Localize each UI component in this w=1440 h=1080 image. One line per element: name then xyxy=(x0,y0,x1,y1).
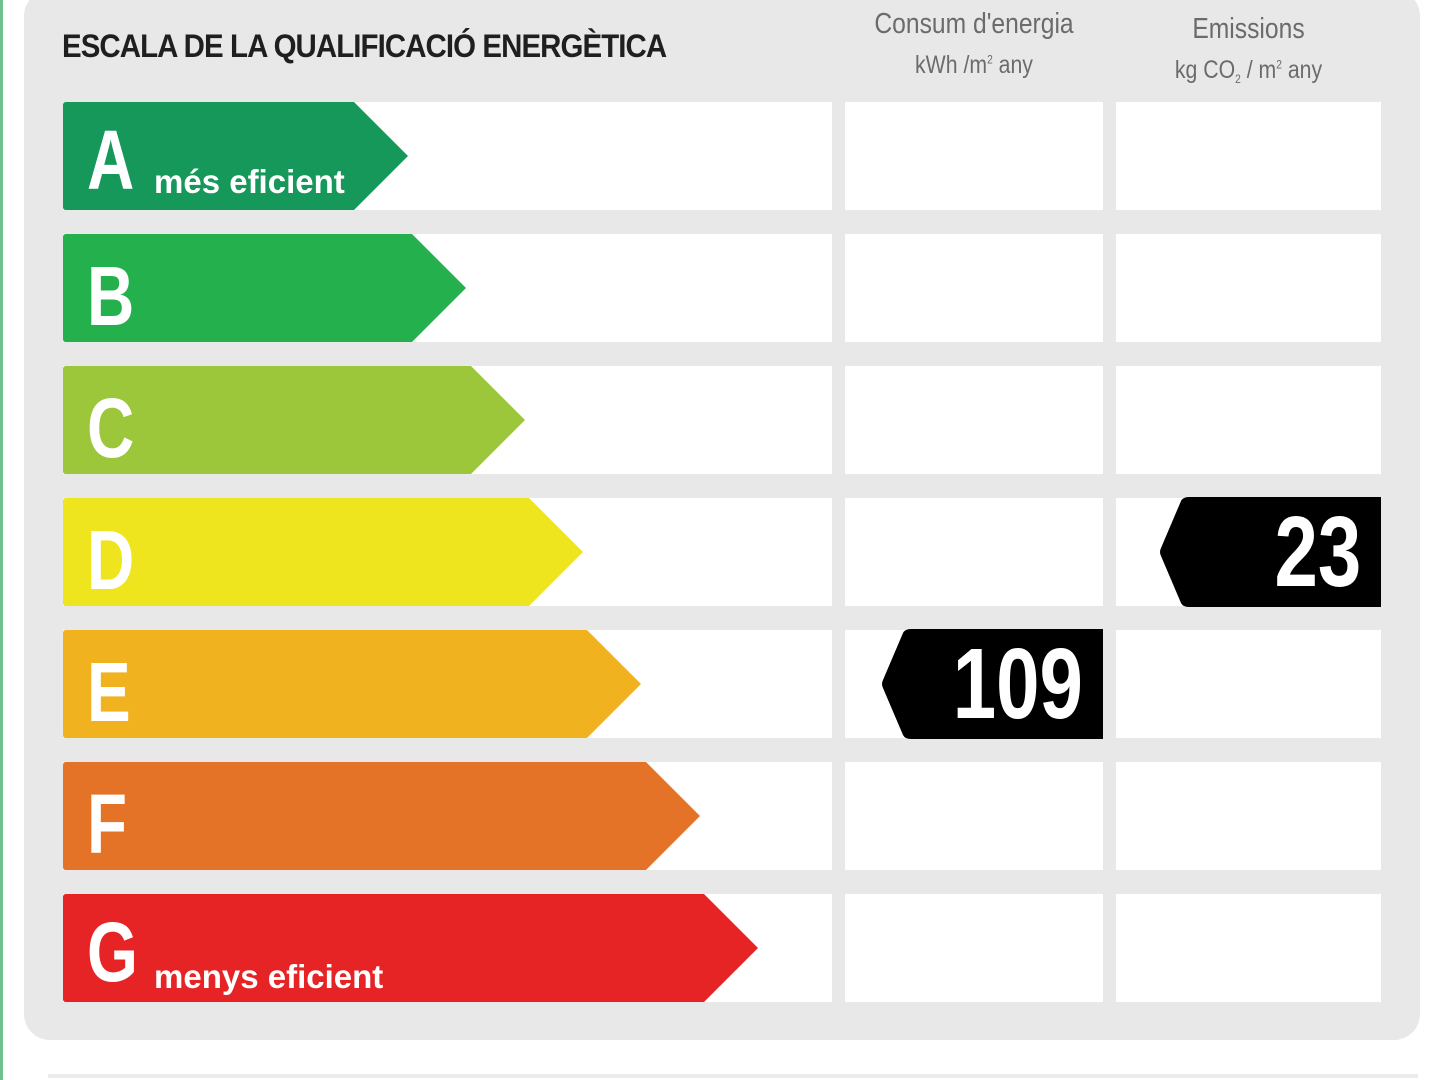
band-arrow-svg-d xyxy=(63,498,583,606)
rating-tag-svg-emissions xyxy=(1160,497,1381,607)
band-arrow-g xyxy=(63,894,758,1002)
band-arrow-svg-f xyxy=(63,762,700,870)
band-e: E xyxy=(63,630,643,738)
band-arrow-svg-b xyxy=(63,234,466,342)
consum-cell-b xyxy=(845,234,1103,342)
column-unit-emissions: kg CO2 / m2 any xyxy=(1174,56,1323,86)
emissions-cell-e xyxy=(1116,630,1381,738)
band-f: F xyxy=(63,762,702,870)
bottom-rule xyxy=(48,1074,1418,1078)
band-letter-g: G xyxy=(87,905,138,999)
rating-tag-shape-consum xyxy=(882,629,1103,739)
emissions-cell-g xyxy=(1116,894,1381,1002)
rating-value-emissions: 23 xyxy=(1274,496,1361,608)
band-arrow-e xyxy=(63,630,641,738)
column-title-consum: Consum d'energia xyxy=(874,8,1074,40)
emissions-cell-c xyxy=(1116,366,1381,474)
emissions-cell-b xyxy=(1116,234,1381,342)
emissions-cell-f xyxy=(1116,762,1381,870)
band-letter-d: D xyxy=(87,513,135,607)
band-arrow-a xyxy=(63,102,408,210)
band-d: D xyxy=(63,498,585,606)
consum-cell-g xyxy=(845,894,1103,1002)
rating-tag-emissions: 23 xyxy=(1159,497,1381,607)
band-arrow-svg-g xyxy=(63,894,758,1002)
band-letter-a: A xyxy=(87,113,135,207)
consum-cell-a xyxy=(845,102,1103,210)
rating-tag-consum: 109 xyxy=(881,629,1103,739)
band-arrow-d xyxy=(63,498,583,606)
band-letter-f: F xyxy=(87,777,128,871)
chart-title: ESCALA DE LA QUALIFICACIÓ ENERGÈTICA xyxy=(62,28,667,64)
emissions-cell-a xyxy=(1116,102,1381,210)
rating-tag-svg-consum xyxy=(882,629,1103,739)
left-edge-line xyxy=(0,0,3,1080)
band-arrow-f xyxy=(63,762,700,870)
band-arrow-svg-a xyxy=(63,102,408,210)
band-c: C xyxy=(63,366,527,474)
band-arrow-b xyxy=(63,234,466,342)
band-letter-b: B xyxy=(87,249,135,343)
column-header-emissions: Emissions kg CO2 / m2 any xyxy=(1136,13,1361,86)
consum-cell-c xyxy=(845,366,1103,474)
rating-value-consum: 109 xyxy=(952,628,1083,740)
band-label-g: menys eficient xyxy=(154,958,384,995)
rating-tag-shape-emissions xyxy=(1160,497,1381,607)
band-b: B xyxy=(63,234,468,342)
band-arrow-svg-c xyxy=(63,366,525,474)
consum-cell-f xyxy=(845,762,1103,870)
column-header-consum: Consum d'energia kWh /m2 any xyxy=(864,10,1083,78)
band-letter-c: C xyxy=(87,381,135,475)
consum-cell-d xyxy=(845,498,1103,606)
band-arrow-c xyxy=(63,366,525,474)
column-title-emissions: Emissions xyxy=(1192,13,1305,45)
band-letter-e: E xyxy=(87,645,131,739)
band-arrow-svg-e xyxy=(63,630,641,738)
column-unit-consum: kWh /m2 any xyxy=(915,51,1033,79)
band-label-a: més eficient xyxy=(154,163,345,200)
